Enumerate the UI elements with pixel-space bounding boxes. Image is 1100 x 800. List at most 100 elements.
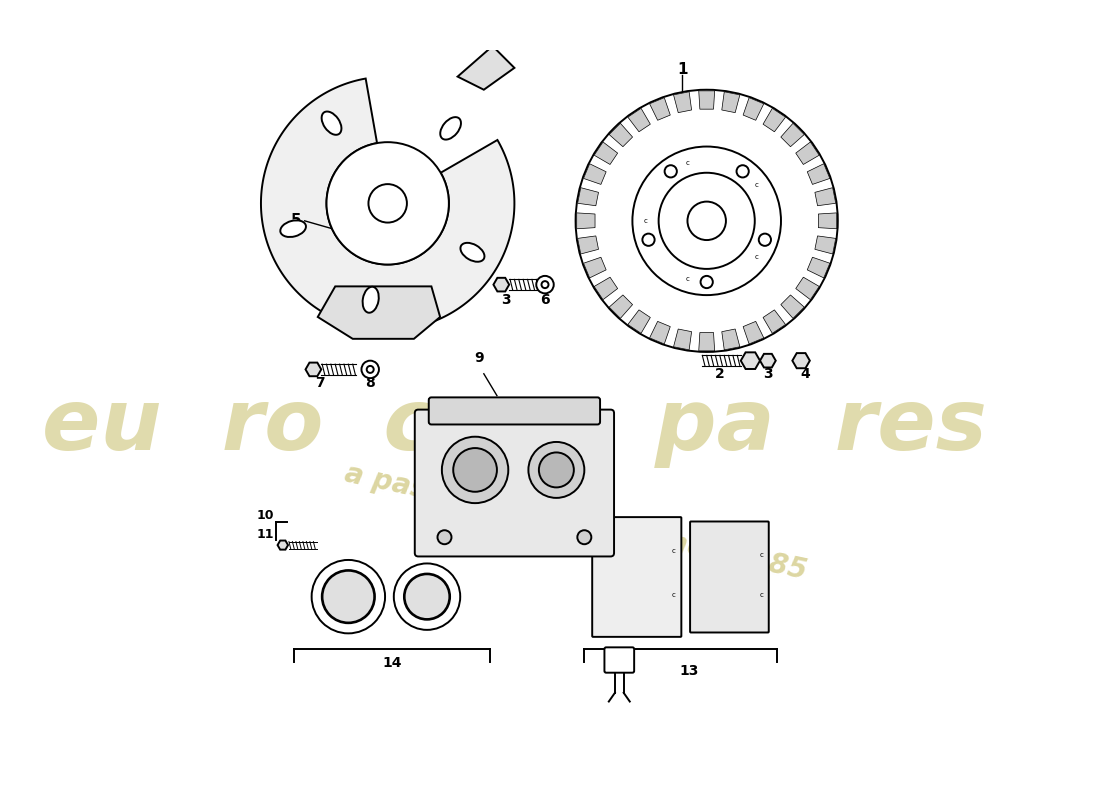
Polygon shape — [584, 258, 606, 278]
Ellipse shape — [280, 220, 306, 237]
Polygon shape — [781, 123, 804, 146]
FancyBboxPatch shape — [429, 398, 601, 425]
Polygon shape — [458, 46, 515, 90]
Polygon shape — [722, 92, 740, 113]
Polygon shape — [609, 123, 632, 146]
FancyBboxPatch shape — [690, 522, 769, 633]
Text: 3: 3 — [763, 367, 772, 381]
Text: c: c — [686, 160, 690, 166]
Text: c: c — [672, 592, 675, 598]
Circle shape — [322, 570, 375, 623]
Polygon shape — [763, 108, 785, 132]
Polygon shape — [818, 213, 837, 229]
Polygon shape — [318, 286, 440, 339]
Text: c: c — [595, 524, 600, 530]
Circle shape — [394, 563, 460, 630]
Text: 7: 7 — [316, 376, 326, 390]
Circle shape — [632, 146, 781, 295]
Text: 14: 14 — [383, 655, 402, 670]
Polygon shape — [698, 333, 715, 351]
Circle shape — [539, 453, 574, 487]
Circle shape — [362, 361, 378, 378]
Circle shape — [442, 437, 508, 503]
Circle shape — [405, 574, 450, 619]
Circle shape — [327, 142, 449, 265]
Text: 13: 13 — [680, 664, 698, 678]
Polygon shape — [628, 108, 650, 132]
Text: 5: 5 — [290, 214, 301, 228]
Ellipse shape — [321, 111, 341, 135]
Polygon shape — [578, 236, 598, 254]
Polygon shape — [722, 329, 740, 350]
Text: 11: 11 — [256, 528, 274, 541]
Circle shape — [575, 90, 838, 352]
Polygon shape — [628, 310, 650, 334]
Polygon shape — [650, 322, 670, 344]
Circle shape — [311, 560, 385, 634]
Polygon shape — [584, 164, 606, 185]
Polygon shape — [576, 213, 595, 229]
FancyBboxPatch shape — [592, 517, 681, 637]
Text: 3: 3 — [500, 293, 510, 307]
Circle shape — [578, 530, 592, 544]
FancyBboxPatch shape — [604, 647, 635, 673]
Text: c: c — [344, 215, 349, 222]
Circle shape — [642, 234, 654, 246]
Polygon shape — [815, 236, 836, 254]
Text: 9: 9 — [474, 351, 484, 366]
Text: 2: 2 — [715, 367, 725, 381]
Text: c: c — [759, 552, 763, 558]
Text: eu  ro  ca  r  pa  res: eu ro ca r pa res — [42, 385, 987, 468]
Circle shape — [688, 202, 726, 240]
Text: c: c — [644, 218, 648, 224]
Polygon shape — [763, 310, 785, 334]
Circle shape — [368, 184, 407, 222]
Circle shape — [759, 234, 771, 246]
Text: 10: 10 — [256, 509, 274, 522]
Ellipse shape — [363, 286, 378, 313]
Circle shape — [701, 276, 713, 288]
Text: c: c — [570, 445, 574, 451]
Text: a passion for parts since 1985: a passion for parts since 1985 — [342, 460, 810, 585]
Circle shape — [528, 442, 584, 498]
Text: c: c — [686, 276, 690, 282]
Polygon shape — [261, 78, 515, 330]
Polygon shape — [807, 164, 829, 185]
Text: c: c — [408, 162, 411, 169]
Polygon shape — [650, 98, 670, 120]
Text: 12: 12 — [552, 456, 572, 470]
Polygon shape — [744, 98, 763, 120]
Text: c: c — [672, 548, 675, 554]
Polygon shape — [673, 92, 692, 113]
Circle shape — [537, 276, 553, 294]
Polygon shape — [815, 188, 836, 206]
Circle shape — [453, 448, 497, 492]
Circle shape — [541, 281, 549, 288]
Ellipse shape — [440, 117, 461, 140]
Circle shape — [664, 166, 676, 178]
Circle shape — [659, 173, 755, 269]
Text: c: c — [755, 254, 758, 260]
Text: c: c — [755, 182, 758, 188]
Polygon shape — [795, 142, 820, 165]
Polygon shape — [795, 277, 820, 300]
Text: 1: 1 — [676, 62, 688, 77]
Polygon shape — [673, 329, 692, 350]
Ellipse shape — [461, 243, 484, 262]
FancyBboxPatch shape — [415, 410, 614, 557]
Polygon shape — [698, 91, 715, 109]
Polygon shape — [609, 295, 632, 318]
Circle shape — [366, 366, 374, 373]
Circle shape — [737, 166, 749, 178]
Text: 4: 4 — [801, 367, 811, 381]
Circle shape — [438, 530, 451, 544]
Text: 8: 8 — [365, 376, 375, 390]
Polygon shape — [744, 322, 763, 344]
Polygon shape — [807, 258, 829, 278]
Text: c: c — [759, 592, 763, 598]
Polygon shape — [594, 142, 617, 165]
Polygon shape — [578, 188, 598, 206]
Text: c: c — [408, 238, 411, 244]
Polygon shape — [594, 277, 617, 300]
Text: 6: 6 — [540, 293, 550, 307]
